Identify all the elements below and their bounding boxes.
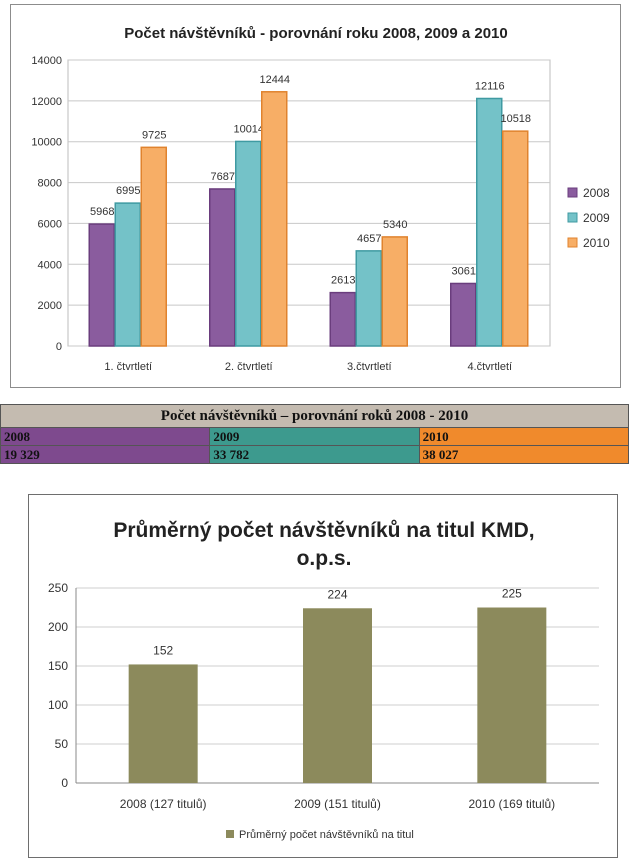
- chart1-data-label: 10518: [500, 113, 531, 125]
- visitors-summary-table: Počet návštěvníků – porovnání roků 2008 …: [0, 404, 629, 464]
- chart1-legend-swatch: [567, 187, 578, 198]
- chart2-legend-label: Průměrný počet návštěvníků na titul: [239, 829, 414, 841]
- chart1-bar: [140, 146, 167, 347]
- chart1-y-tick-label: 0: [56, 341, 62, 353]
- chart1-bar: [329, 291, 356, 347]
- chart2-bar: [128, 664, 198, 783]
- chart1-legend-label: 2008: [583, 186, 610, 200]
- chart1-legend-swatch: [567, 237, 578, 248]
- chart1-data-label: 5968: [90, 206, 114, 218]
- chart2-category-label: 2010 (169 titulů): [468, 797, 555, 811]
- chart1-data-label: 10014: [233, 123, 264, 135]
- chart1-y-tick-label: 2000: [38, 300, 62, 312]
- chart1-bar: [209, 188, 236, 347]
- chart1-category-label: 2. čtvrtletí: [225, 361, 273, 373]
- table-title: Počet návštěvníků – porovnání roků 2008 …: [0, 404, 629, 428]
- visitors-quarterly-chart: Počet návštěvníků - porovnání roku 2008,…: [10, 4, 621, 388]
- table-header-2008: 2008: [0, 427, 211, 446]
- chart1-bar: [235, 140, 262, 347]
- chart2-y-tick-label: 150: [48, 659, 68, 673]
- chart2-y-tick-label: 250: [48, 581, 68, 595]
- chart1-data-label: 7687: [211, 171, 235, 183]
- chart1-data-label: 12116: [475, 80, 505, 92]
- table-value-2010: 38 027: [418, 445, 629, 464]
- chart2-bar: [303, 608, 372, 783]
- chart2-legend-swatch: [226, 830, 234, 838]
- chart1-bar: [88, 223, 115, 347]
- chart1-bar: [355, 250, 382, 347]
- chart2-y-tick-label: 100: [48, 698, 68, 712]
- chart2-y-tick-label: 0: [61, 776, 68, 790]
- chart1-category-label: 1. čtvrtletí: [104, 361, 152, 373]
- table-header-2009: 2009: [209, 427, 420, 446]
- table-value-2008: 19 329: [0, 445, 211, 464]
- chart2-title-line1: Průměrný počet návštěvníků na titul KMD,: [113, 519, 534, 542]
- visitors-quarterly-chart-svg: Počet návštěvníků - porovnání roku 2008,…: [31, 25, 610, 373]
- chart1-data-label: 12444: [259, 74, 290, 86]
- chart1-category-label: 4.čtvrtletí: [467, 361, 512, 373]
- chart1-bar: [114, 202, 141, 347]
- average-visitors-chart: Průměrný počet návštěvníků na titul KMD,…: [28, 494, 618, 858]
- chart1-legend-label: 2010: [583, 236, 610, 250]
- chart1-legend-label: 2009: [583, 211, 610, 225]
- chart2-data-label: 152: [153, 643, 173, 657]
- chart1-legend-swatch: [567, 212, 578, 223]
- chart1-data-label: 5340: [383, 219, 407, 231]
- chart1-data-label: 3061: [452, 265, 476, 277]
- chart1-y-tick-label: 8000: [38, 178, 62, 190]
- chart2-data-label: 225: [502, 587, 522, 601]
- chart1-category-label: 3.čtvrtletí: [347, 361, 392, 373]
- chart2-y-tick-label: 50: [55, 737, 69, 751]
- chart1-data-label: 4657: [357, 233, 381, 245]
- chart1-title: Počet návštěvníků - porovnání roku 2008,…: [124, 25, 508, 42]
- chart2-category-label: 2008 (127 titulů): [120, 797, 207, 811]
- chart1-bar: [476, 97, 503, 347]
- chart2-y-tick-label: 200: [48, 620, 68, 634]
- chart1-y-tick-label: 12000: [31, 96, 62, 108]
- chart1-data-label: 6995: [116, 185, 140, 197]
- chart1-bar: [261, 91, 288, 347]
- chart1-data-label: 2613: [331, 275, 355, 287]
- average-visitors-chart-svg: Průměrný počet návštěvníků na titul KMD,…: [48, 519, 599, 841]
- chart1-y-tick-label: 14000: [31, 55, 62, 67]
- chart2-bar: [477, 607, 547, 783]
- chart1-y-tick-label: 4000: [38, 259, 62, 271]
- chart1-bar: [381, 236, 408, 347]
- chart1-bar: [502, 130, 529, 347]
- chart1-bar: [450, 282, 477, 347]
- chart1-data-label: 9725: [142, 129, 166, 141]
- table-value-2009: 33 782: [209, 445, 420, 464]
- table-header-2010: 2010: [418, 427, 629, 446]
- chart2-data-label: 224: [327, 587, 347, 601]
- chart1-y-tick-label: 6000: [38, 218, 62, 230]
- chart1-y-tick-label: 10000: [31, 137, 62, 149]
- chart2-title-line2: o.p.s.: [297, 547, 352, 570]
- chart2-category-label: 2009 (151 titulů): [294, 797, 381, 811]
